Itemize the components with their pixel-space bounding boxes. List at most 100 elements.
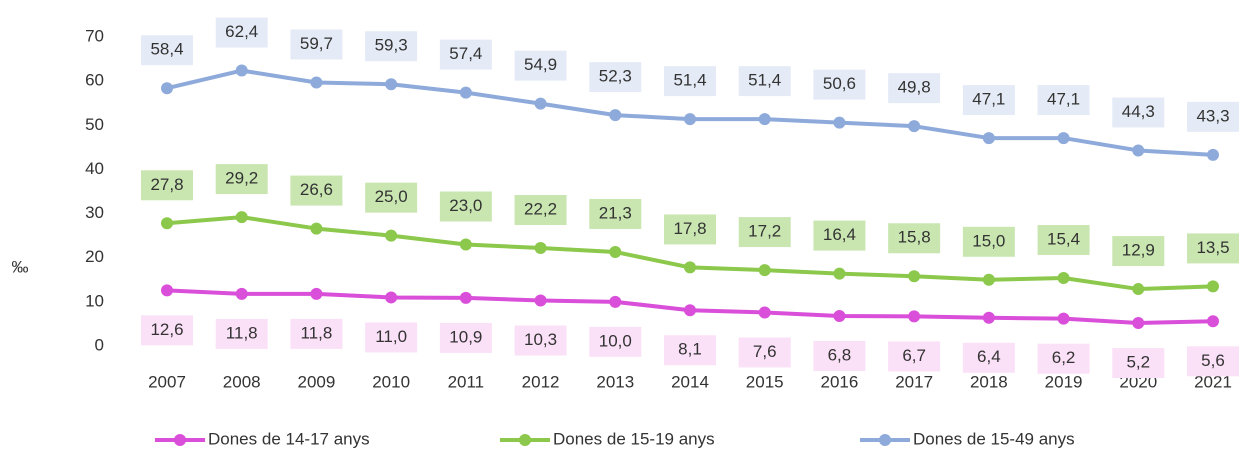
data-label: 8,1 — [678, 340, 702, 359]
data-label: 27,8 — [150, 175, 183, 194]
data-label: 6,2 — [1052, 348, 1076, 367]
point — [534, 242, 547, 255]
label-box — [589, 198, 642, 229]
legend-marker — [519, 434, 531, 446]
data-label: 52,3 — [599, 67, 632, 86]
data-label: 6,7 — [902, 346, 926, 365]
data-label: 62,4 — [225, 22, 258, 41]
data-label: 12,6 — [150, 320, 183, 339]
data-label: 59,7 — [300, 34, 333, 53]
point — [385, 291, 398, 304]
point — [833, 267, 846, 280]
point — [1207, 280, 1219, 293]
data-label: 5,2 — [1126, 353, 1150, 372]
label-box — [813, 69, 866, 100]
data-label: 47,1 — [972, 90, 1005, 109]
data-label: 12,9 — [1122, 241, 1155, 260]
data-label: 23,0 — [449, 196, 482, 215]
point — [982, 311, 995, 324]
data-label: 21,3 — [599, 203, 632, 222]
point — [1057, 272, 1070, 285]
label-box — [1187, 346, 1239, 377]
data-label: 13,5 — [1196, 238, 1229, 257]
point — [1057, 132, 1070, 145]
y-axis-label: ‰ — [12, 257, 29, 276]
label-box — [1187, 233, 1239, 264]
data-label: 10,9 — [449, 327, 482, 346]
data-label: 15,8 — [898, 228, 931, 247]
y-tick-label: 10 — [85, 291, 104, 310]
x-tick-label: 2013 — [596, 372, 634, 391]
data-label: 44,3 — [1122, 102, 1155, 121]
label-box — [664, 335, 716, 366]
data-label: 57,4 — [449, 44, 482, 63]
data-label: 51,4 — [748, 71, 781, 90]
label-box — [215, 164, 268, 195]
point — [609, 295, 622, 308]
data-label: 11,8 — [226, 323, 258, 342]
data-label: 54,9 — [524, 55, 557, 74]
x-tick-label: 2014 — [671, 372, 709, 391]
x-tick-label: 2016 — [821, 372, 859, 391]
x-tick-label: 2018 — [970, 372, 1008, 391]
y-tick-label: 30 — [85, 203, 104, 222]
data-label: 6,8 — [828, 345, 852, 364]
data-label: 22,2 — [524, 199, 557, 218]
data-label: 11,8 — [301, 323, 333, 342]
label-box — [365, 322, 418, 353]
point — [908, 270, 921, 283]
data-label: 49,8 — [898, 78, 931, 97]
label-box — [962, 226, 1015, 257]
label-box — [888, 223, 941, 254]
x-tick-label: 2015 — [746, 372, 784, 391]
point — [982, 132, 995, 145]
label-box — [813, 220, 866, 251]
point — [609, 245, 622, 258]
label-box — [439, 39, 492, 70]
label-box — [141, 170, 193, 201]
data-label: 15,0 — [972, 231, 1005, 250]
y-tick-label: 70 — [85, 26, 104, 45]
point — [982, 273, 995, 286]
label-box — [1112, 348, 1165, 379]
point — [1132, 317, 1145, 330]
label-box — [738, 337, 791, 368]
point — [161, 82, 173, 95]
y-tick-label: 50 — [85, 115, 104, 134]
data-label: 10,0 — [599, 331, 632, 350]
data-label: 43,3 — [1196, 106, 1229, 125]
label-box — [962, 342, 1015, 373]
x-tick-label: 2017 — [895, 372, 933, 391]
point — [684, 113, 696, 126]
point — [310, 222, 323, 235]
label-box — [1037, 225, 1090, 256]
point — [1207, 315, 1219, 328]
legend-marker — [174, 434, 186, 446]
x-tick-label: 2021 — [1194, 372, 1232, 391]
data-label: 6,4 — [977, 347, 1001, 366]
point — [758, 264, 771, 277]
y-tick-label: 40 — [85, 159, 104, 178]
data-label: 29,2 — [225, 169, 258, 188]
point — [385, 78, 398, 91]
label-box — [365, 182, 418, 213]
label-box — [290, 175, 343, 206]
data-label: 16,4 — [823, 225, 856, 244]
label-box — [738, 66, 791, 97]
data-label: 17,2 — [748, 222, 781, 241]
point — [684, 261, 696, 274]
point — [235, 211, 248, 224]
data-label: 7,6 — [753, 342, 777, 361]
label-box — [962, 85, 1015, 116]
point — [833, 116, 846, 129]
label-box — [1112, 97, 1165, 128]
data-label: 26,6 — [300, 180, 333, 199]
point — [459, 238, 472, 251]
label-box — [1037, 343, 1090, 374]
data-label: 5,6 — [1201, 351, 1225, 370]
point — [310, 287, 323, 300]
y-tick-label: 0 — [95, 335, 104, 354]
point — [758, 113, 771, 126]
data-label: 17,8 — [673, 219, 706, 238]
legend-label: Dones de 15-19 anys — [553, 429, 715, 448]
